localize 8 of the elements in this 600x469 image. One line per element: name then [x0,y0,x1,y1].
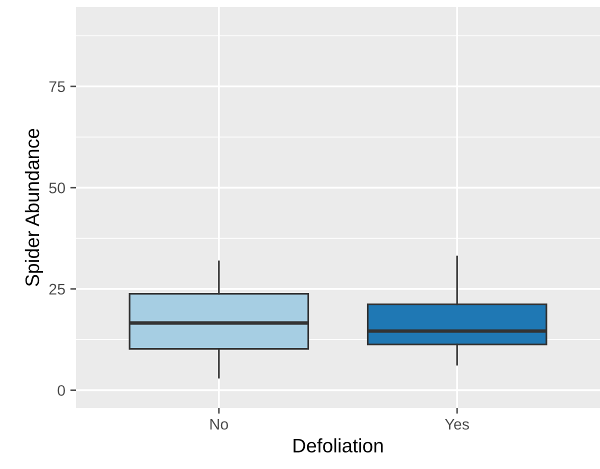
y-axis-title: Spider Abundance [24,128,44,286]
y-tick-label: 50 [49,182,65,194]
x-tick-label: Yes [444,419,470,430]
y-tick-label: 0 [58,385,65,396]
x-tick-label: No [210,419,228,430]
x-axis-title: Defoliation [294,438,383,453]
y-tick-label: 75 [49,81,65,92]
y-tick-label: 25 [49,284,65,295]
